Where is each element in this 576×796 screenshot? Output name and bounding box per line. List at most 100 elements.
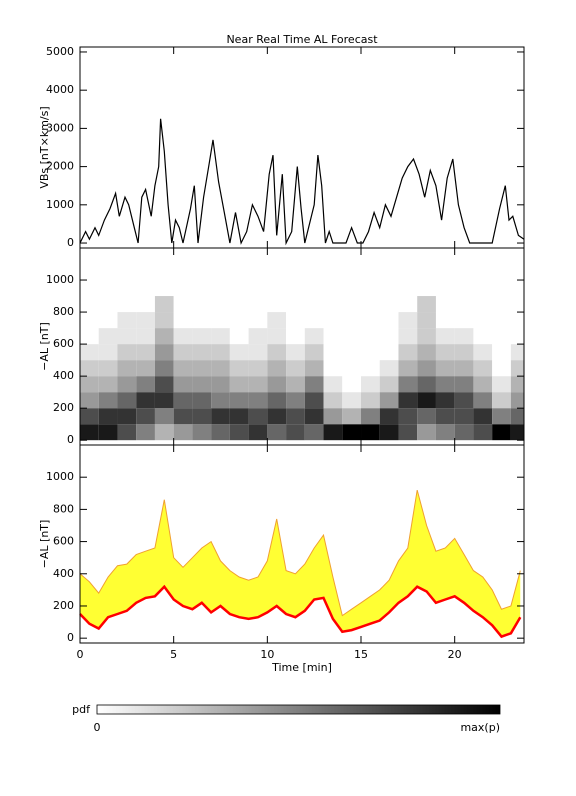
heat-cell xyxy=(192,424,212,441)
heat-cell xyxy=(117,296,137,313)
heat-cell xyxy=(229,424,249,441)
heat-cell xyxy=(473,376,493,393)
heat-cell xyxy=(229,360,249,377)
y-tick-label: 400 xyxy=(53,567,74,580)
heat-cell xyxy=(323,344,343,361)
heat-cell xyxy=(173,296,193,313)
heat-cell xyxy=(379,344,399,361)
heat-cell xyxy=(304,392,324,409)
heat-cell xyxy=(98,344,118,361)
heat-cell xyxy=(117,328,137,345)
heat-cell xyxy=(173,376,193,393)
heat-cell xyxy=(492,424,511,441)
heat-cell xyxy=(323,312,343,329)
heat-cell xyxy=(211,328,230,345)
heat-cell xyxy=(361,408,380,425)
heat-cell xyxy=(154,312,174,329)
heat-cell xyxy=(435,392,455,409)
heat-cell xyxy=(417,376,436,393)
heat-cell xyxy=(229,376,249,393)
heat-cell xyxy=(473,392,493,409)
heat-cell xyxy=(323,328,343,345)
heat-cell xyxy=(286,408,305,425)
heat-cell xyxy=(510,408,524,425)
heat-cell xyxy=(361,392,380,409)
heat-cell xyxy=(379,392,399,409)
band-fill xyxy=(80,490,521,637)
heat-cell xyxy=(361,312,380,329)
heat-cell xyxy=(379,424,399,441)
y-tick-label: 2000 xyxy=(46,160,74,173)
heat-cell xyxy=(173,360,193,377)
heat-cell xyxy=(435,360,455,377)
heat-cell xyxy=(435,408,455,425)
heat-cell xyxy=(492,408,511,425)
heat-cell xyxy=(98,328,118,345)
heat-cell xyxy=(342,312,362,329)
y-tick-label: 200 xyxy=(53,599,74,612)
series-line xyxy=(79,489,521,617)
heat-cell xyxy=(211,312,230,329)
y-tick-label: 600 xyxy=(53,535,74,548)
heat-cell xyxy=(154,424,174,441)
y-tick-label: 0 xyxy=(67,433,74,446)
heat-cell xyxy=(492,296,511,313)
heat-cell xyxy=(98,296,118,313)
heat-cell xyxy=(492,360,511,377)
heat-cell xyxy=(117,392,137,409)
heat-cell xyxy=(117,312,137,329)
heat-cell xyxy=(173,328,193,345)
colorbar-min: 0 xyxy=(94,721,101,734)
heat-cell xyxy=(248,328,268,345)
heat-cell xyxy=(361,376,380,393)
x-tick-label: 20 xyxy=(448,648,462,661)
heat-cell xyxy=(342,344,362,361)
heat-cell xyxy=(323,376,343,393)
y-tick-label: 1000 xyxy=(46,470,74,483)
heat-cell xyxy=(286,312,305,329)
heat-cell xyxy=(286,424,305,441)
heat-cell xyxy=(136,408,155,425)
heat-cell xyxy=(229,296,249,313)
heat-cell xyxy=(342,392,362,409)
colorbar-label: pdf xyxy=(72,703,91,716)
heat-cell xyxy=(173,344,193,361)
heat-cell xyxy=(80,392,99,409)
heat-cell xyxy=(417,312,436,329)
heat-cell xyxy=(304,408,324,425)
heat-cell xyxy=(211,296,230,313)
heat-cell xyxy=(267,344,287,361)
heat-cell xyxy=(154,408,174,425)
heat-cell xyxy=(98,408,118,425)
heat-cell xyxy=(435,376,455,393)
heat-cell xyxy=(117,360,137,377)
heat-cell xyxy=(417,424,436,441)
heat-cell xyxy=(379,360,399,377)
heat-cell xyxy=(192,328,212,345)
heat-cell xyxy=(398,424,418,441)
heat-cell xyxy=(267,376,287,393)
heat-cell xyxy=(304,376,324,393)
heat-cell xyxy=(192,344,212,361)
series-line xyxy=(79,584,522,639)
heat-cell xyxy=(192,296,212,313)
heat-cell xyxy=(117,376,137,393)
heat-cell xyxy=(248,296,268,313)
y-tick-label: 800 xyxy=(53,305,74,318)
heat-cell xyxy=(435,312,455,329)
heat-cell xyxy=(492,376,511,393)
heat-cell xyxy=(248,376,268,393)
heat-cell xyxy=(229,328,249,345)
heat-cell xyxy=(379,408,399,425)
heat-cell xyxy=(398,376,418,393)
heat-cell xyxy=(173,392,193,409)
heat-cell xyxy=(286,328,305,345)
heat-cell xyxy=(492,312,511,329)
heat-cell xyxy=(98,424,118,441)
heat-cell xyxy=(342,296,362,313)
heat-cell xyxy=(454,344,474,361)
heat-cell xyxy=(192,376,212,393)
heat-cell xyxy=(80,328,99,345)
heat-cell xyxy=(473,312,493,329)
heat-cell xyxy=(154,328,174,345)
